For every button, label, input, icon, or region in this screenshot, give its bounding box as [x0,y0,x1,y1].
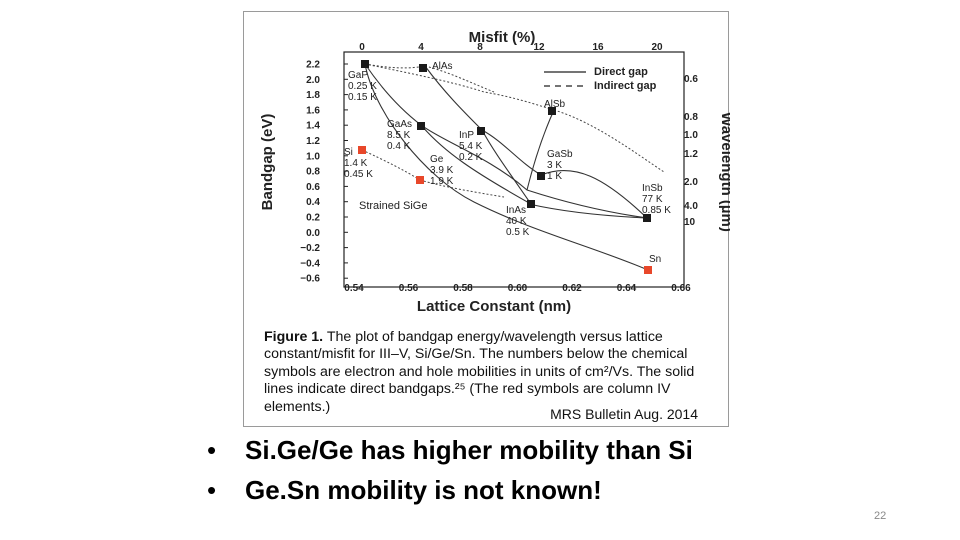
label-gaas-0: GaAs [387,119,412,130]
top-tick-label: 20 [651,42,663,53]
label-gasb-0: GaSb [547,149,573,160]
label-gap-0: GaP [348,70,368,81]
label-inp-1: 5.4 K [459,141,483,152]
marker-gaas [417,122,425,130]
top-tick-label: 12 [533,42,545,53]
label-insb-2: 0.85 K [642,205,671,216]
top-tick-label: 8 [477,42,483,53]
y-tick-label: 0.6 [306,182,320,193]
figure-credit: MRS Bulletin Aug. 2014 [548,406,700,422]
label-gasb-1: 3 K [547,160,562,171]
caption-text: The plot of bandgap energy/wavelength ve… [264,329,695,415]
marker-insb [643,214,651,222]
y-tick-label: 1.4 [306,121,320,132]
label-insb-0: InSb [642,183,663,194]
y-tick-label: 0.0 [306,228,320,239]
legend-indirect-label: Indirect gap [594,80,657,92]
label-inas-2: 0.5 K [506,227,530,238]
label-strained-sige: Strained SiGe [359,200,427,212]
y-tick-label: 1.6 [306,105,320,116]
indirect-gap-curves [361,63,665,198]
caption-figure-label: Figure 1. [264,329,324,345]
figure-caption: Figure 1. The plot of bandgap energy/wav… [264,329,714,416]
label-gap-2: 0.15 K [348,92,377,103]
label-ge-0: Ge [430,154,444,165]
y-tick-label: 0.4 [306,197,320,208]
label-gaas-2: 0.4 K [387,141,411,152]
marker-si [358,146,366,154]
label-sn: Sn [649,254,661,265]
right-tick-label: 0.6 [684,74,698,85]
bandgap-plot: Misfit (%) Bandgap (eV) Wavelength (µm) … [259,29,730,315]
label-inas-0: InAs [506,205,526,216]
label-ge-2: 1.9 K [430,176,454,187]
marker-alas [419,64,427,72]
label-ge-1: 3.9 K [430,165,454,176]
label-si-2: 0.45 K [344,169,373,180]
plot-frame [343,51,685,288]
label-insb-1: 77 K [642,194,663,205]
label-alsb: AlSb [544,99,566,110]
label-si-0: Si [344,147,353,158]
marker-inas [527,200,535,208]
x-tick-label: 0.54 [344,283,364,294]
marker-inp [477,127,485,135]
bullet-text: Si.Ge/Ge has higher mobility than Si [245,435,693,465]
right-tick-label: 2.0 [684,177,698,188]
label-inas-1: 40 K [506,216,527,227]
bullet-dot: • [207,475,217,505]
right-tick-label: 1.2 [684,149,698,160]
label-inp-0: InP [459,130,474,141]
x-tick-label: 0.56 [399,283,419,294]
bullet-item: • Ge.Sn mobility is not known! [207,473,693,513]
right-tick-label: 1.0 [684,130,698,141]
right-tick-label: 10 [684,217,696,228]
bullet-item: • Si.Ge/Ge has higher mobility than Si [207,433,693,473]
direct-gap-curves [364,63,649,271]
label-gaas-1: 8.5 K [387,130,411,141]
top-tick-label: 0 [359,42,365,53]
y-tick-label: 0.2 [306,213,320,224]
x-tick-label: 0.62 [562,283,582,294]
right-tick-label: 4.0 [684,201,698,212]
bullet-list: • Si.Ge/Ge has higher mobility than Si • G… [207,433,693,513]
left-axis-title: Bandgap (eV) [259,114,276,211]
bottom-axis-title: Lattice Constant (nm) [417,298,571,315]
x-tick-label: 0.58 [453,283,473,294]
marker-sn [644,266,652,274]
marker-alsb [548,107,556,115]
slide-number: 22 [874,510,887,522]
y-tick-label: 2.0 [306,75,320,86]
legend-direct-label: Direct gap [594,66,648,78]
y-tick-label: 1.0 [306,151,320,162]
marker-gasb [537,172,545,180]
figure-image: Misfit (%) Bandgap (eV) Wavelength (µm) … [243,11,730,427]
top-axis-title: Misfit (%) [469,29,536,46]
y-tick-label: 2.2 [306,60,320,71]
marker-ge [416,176,424,184]
label-si-1: 1.4 K [344,158,368,169]
marker-gap [361,60,369,68]
top-tick-label: 16 [592,42,604,53]
label-inp-2: 0.2 K [459,152,483,163]
x-tick-label: 0.64 [617,283,637,294]
right-axis-title: Wavelength (µm) [718,112,730,232]
bullet-text: Ge.Sn mobility is not known! [245,475,602,505]
y-tick-label: 0.8 [306,167,320,178]
x-tick-label: 0.60 [508,283,528,294]
y-tick-label: −0.4 [300,258,320,269]
y-tick-label: −0.6 [300,274,320,285]
y-tick-label: 1.2 [306,136,320,147]
top-tick-label: 4 [418,42,424,53]
label-alas: AlAs [432,61,453,72]
y-tick-label: −0.2 [300,243,320,254]
bullet-dot: • [207,435,217,465]
label-gap-1: 0.25 K [348,81,377,92]
right-tick-label: 0.8 [684,112,698,123]
x-tick-label: 0.66 [671,283,691,294]
y-tick-label: 1.8 [306,90,320,101]
label-gasb-2: 1 K [547,171,562,182]
